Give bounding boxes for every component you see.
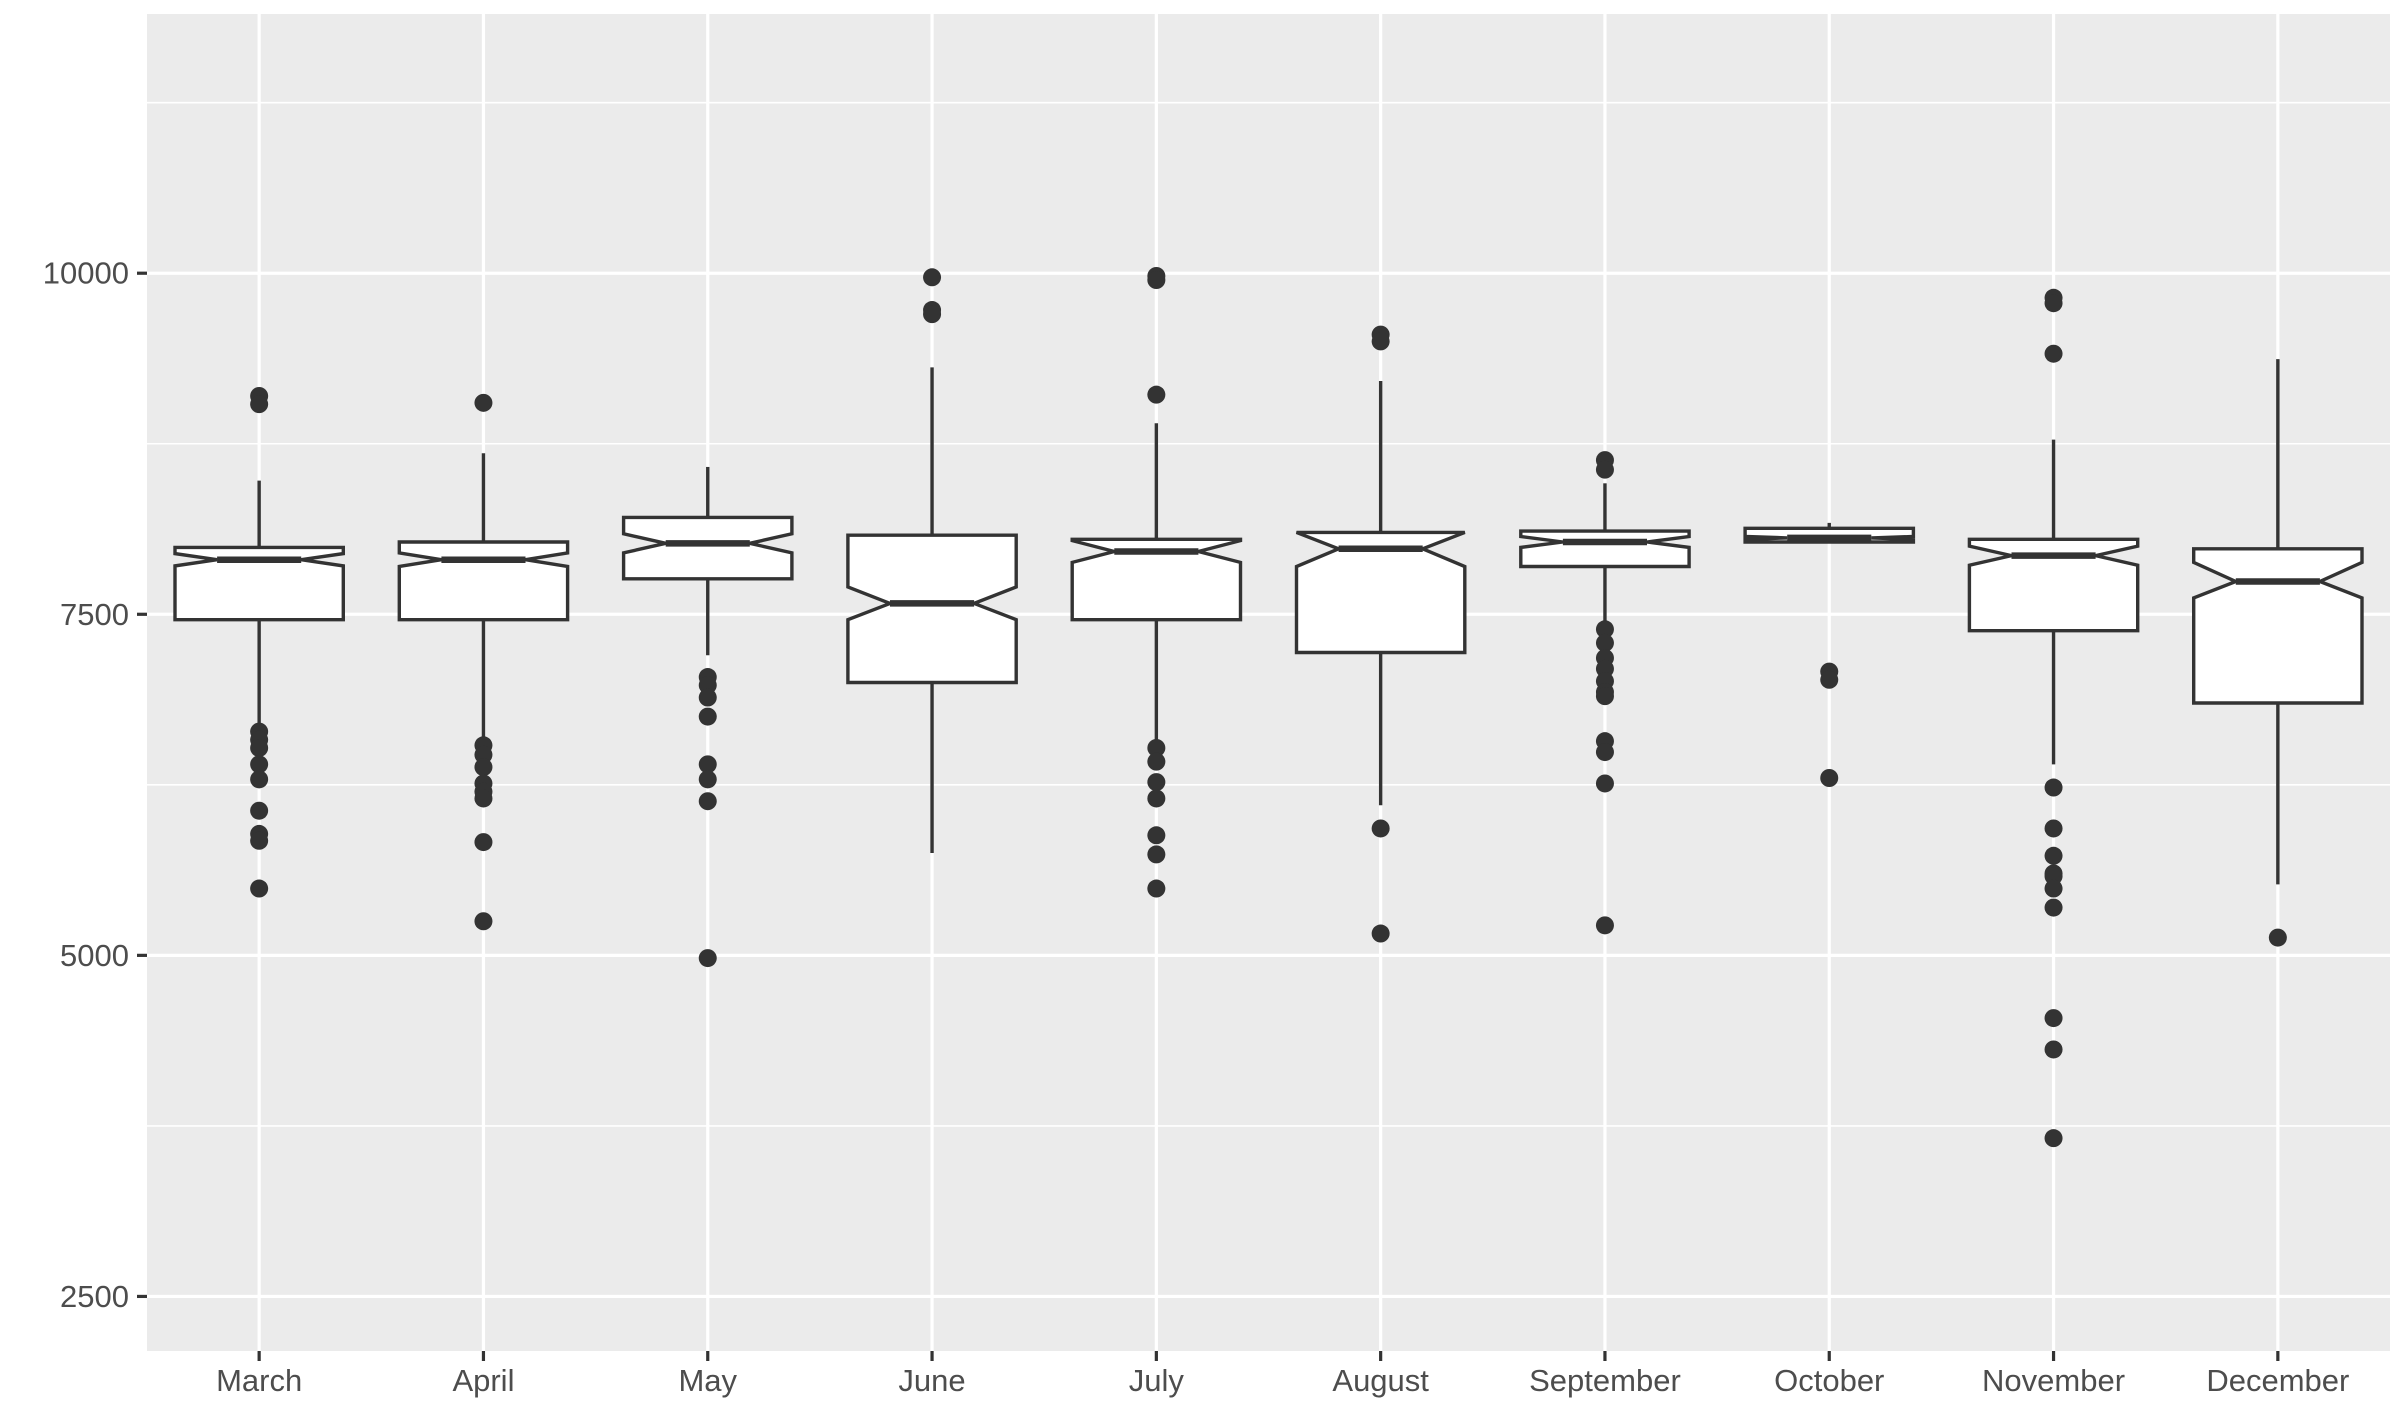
x-tick-label: April [452, 1363, 514, 1398]
box-body [1294, 530, 1467, 655]
outlier-point [1147, 879, 1166, 898]
box-december [2191, 359, 2364, 947]
outlier-point [474, 789, 493, 808]
outlier-point [1147, 826, 1166, 845]
y-tick-label: 10000 [43, 256, 129, 291]
outlier-point [474, 758, 493, 777]
box-march [173, 387, 345, 898]
outlier-point [1371, 819, 1390, 838]
box-november [1967, 288, 2140, 1148]
box-body [2191, 547, 2364, 705]
outlier-point [2268, 928, 2287, 947]
outlier-point [698, 792, 717, 811]
outlier-point [250, 770, 269, 789]
outlier-point [250, 738, 269, 757]
x-tick-label: May [678, 1363, 737, 1398]
outlier-point [1371, 924, 1390, 943]
outlier-point [250, 879, 269, 898]
x-tick-label: October [1774, 1363, 1884, 1398]
box-september [1519, 451, 1691, 935]
outlier-point [1595, 633, 1614, 652]
box-body [1070, 537, 1243, 622]
outlier-point [250, 831, 269, 850]
outlier-point [2044, 846, 2063, 865]
box-october [1743, 522, 1916, 787]
box-may [621, 466, 794, 968]
outlier-point [1147, 789, 1166, 808]
outlier-point [1147, 752, 1166, 771]
outlier-point [1820, 670, 1839, 689]
outlier-point [250, 755, 269, 774]
outlier-point [1147, 845, 1166, 864]
outlier-point [2044, 778, 2063, 797]
outlier-point [2044, 879, 2063, 898]
outlier-point [698, 949, 717, 968]
x-axis: March April May June July August September Octo… [216, 1351, 2349, 1398]
box-group [173, 266, 2364, 1148]
outlier-point [923, 268, 942, 287]
outlier-point [2044, 294, 2063, 313]
outlier-point [2044, 1129, 2063, 1148]
box-body [397, 540, 570, 622]
y-tick-label: 2500 [60, 1279, 129, 1314]
outlier-point [1595, 460, 1614, 479]
y-tick-label: 5000 [60, 938, 129, 973]
outlier-point [474, 393, 493, 412]
outlier-point [698, 755, 717, 774]
outlier-point [250, 801, 269, 820]
box-body [1519, 529, 1691, 569]
box-august [1294, 325, 1467, 943]
box-june [846, 268, 1018, 854]
outlier-point [2044, 1009, 2063, 1028]
outlier-point [474, 912, 493, 931]
plot-panel [147, 14, 2390, 1351]
outlier-point [1147, 385, 1166, 404]
outlier-point [2044, 819, 2063, 838]
outlier-point [923, 305, 942, 324]
x-tick-label: June [898, 1363, 965, 1398]
outlier-point [1595, 620, 1614, 639]
x-tick-label: December [2206, 1363, 2349, 1398]
x-tick-label: August [1332, 1363, 1429, 1398]
outlier-point [698, 770, 717, 789]
outlier-point [2044, 898, 2063, 917]
outlier-point [250, 395, 269, 414]
y-tick-label: 7500 [60, 597, 129, 632]
y-axis: 2500 5000 7500 10000 [43, 256, 147, 1314]
outlier-point [1371, 332, 1390, 351]
x-tick-label: November [1982, 1363, 2125, 1398]
box-body [621, 515, 794, 581]
outlier-point [1147, 271, 1166, 290]
outlier-point [1595, 774, 1614, 793]
outlier-point [1595, 916, 1614, 935]
outlier-point [2044, 344, 2063, 363]
outlier-point [1147, 738, 1166, 757]
outlier-point [698, 688, 717, 707]
box-body [173, 545, 345, 622]
box-april [397, 393, 570, 931]
outlier-point [474, 833, 493, 852]
box-july [1070, 266, 1243, 898]
x-tick-label: July [1129, 1363, 1185, 1398]
box-body [1967, 537, 2140, 633]
box-body [846, 533, 1018, 685]
outlier-point [1595, 743, 1614, 762]
x-tick-label: September [1529, 1363, 1681, 1398]
outlier-point [1595, 687, 1614, 706]
outlier-point [698, 707, 717, 726]
outlier-point [1147, 773, 1166, 792]
outlier-point [2044, 1040, 2063, 1059]
x-tick-label: March [216, 1363, 302, 1398]
outlier-point [1820, 769, 1839, 787]
